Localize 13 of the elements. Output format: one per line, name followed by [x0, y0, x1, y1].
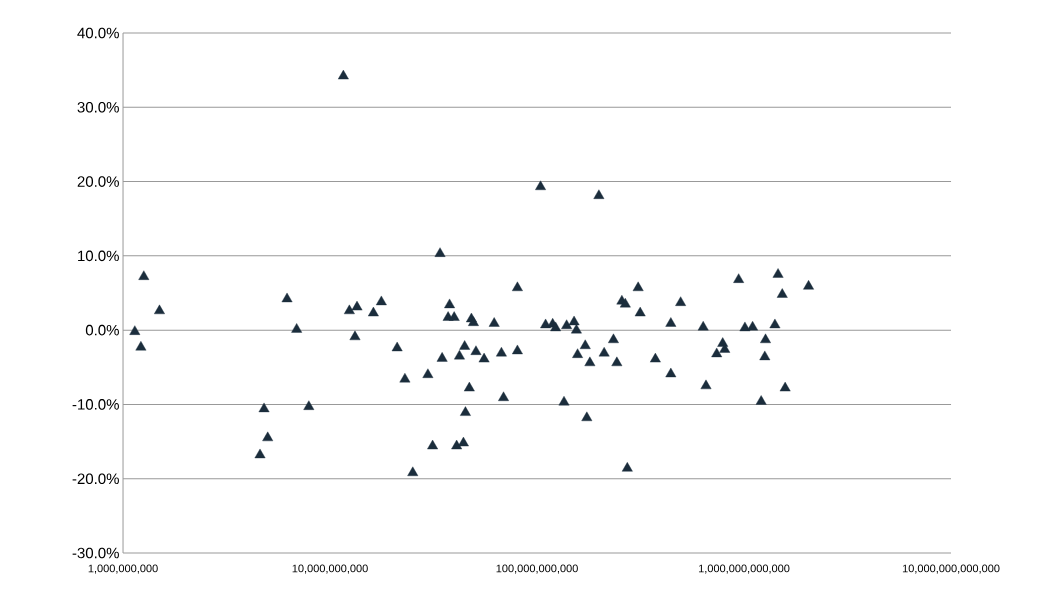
- y-tick-label: 10.0%: [78, 250, 119, 262]
- y-tick-label: 20.0%: [77, 176, 119, 187]
- x-tick-label: 10,000,000,000,000: [902, 564, 1000, 574]
- x-tick-label: 1,000,000,000,000: [698, 564, 790, 574]
- y-tick-label: 0.0%: [85, 324, 119, 336]
- y-tick-label: 30.0%: [77, 101, 119, 113]
- x-tick-label: 100,000,000,000: [496, 564, 578, 574]
- y-tick-label: 40.0%: [77, 27, 119, 39]
- y-tick-label: -10.0%: [72, 399, 119, 410]
- x-tick-label: 10,000,000,000: [292, 564, 368, 574]
- x-tick-label: 1,000,000,000: [88, 564, 158, 574]
- y-tick-label: -20.0%: [72, 473, 119, 485]
- y-tick-label: -30.0%: [72, 547, 119, 559]
